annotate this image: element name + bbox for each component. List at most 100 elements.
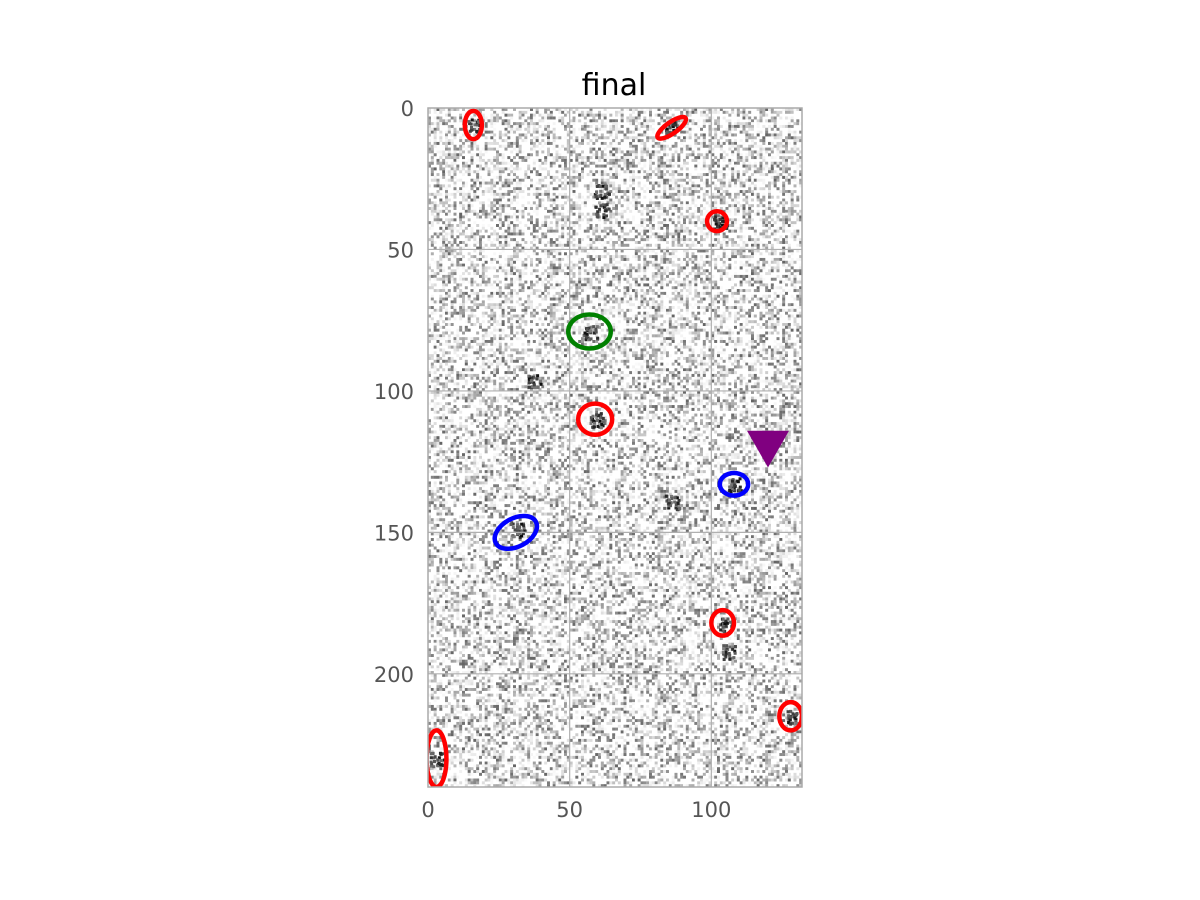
source-pixel-2	[516, 523, 520, 527]
source-pixel-0	[596, 424, 600, 428]
source-pixel-5	[793, 716, 797, 720]
source-pixel-14	[724, 655, 728, 659]
source-pixel-14	[722, 652, 726, 656]
source-pixel-0	[601, 420, 605, 424]
source-pixel-5	[794, 718, 798, 722]
source-pixel-11	[602, 216, 606, 220]
source-pixel-3	[728, 485, 732, 489]
source-pixel-11	[598, 207, 602, 211]
source-pixel-1	[594, 330, 598, 334]
source-pixel-2	[521, 532, 525, 536]
source-pixel-12	[677, 498, 681, 502]
source-pixel-2	[511, 535, 515, 539]
source-pixel-2	[511, 526, 515, 530]
source-pixel-4	[728, 620, 732, 624]
source-pixel-5	[794, 722, 798, 726]
red-ellipse-7	[709, 607, 737, 638]
red-ellipse-4	[575, 401, 615, 438]
source-pixel-12	[667, 504, 671, 508]
source-pixel-6	[432, 759, 436, 763]
source-pixel-10	[595, 190, 599, 195]
source-pixel-1	[586, 336, 590, 340]
source-pixel-12	[669, 504, 673, 508]
chart-title: final	[582, 68, 647, 103]
source-pixel-0	[592, 425, 596, 429]
source-pixel-4	[724, 624, 728, 628]
source-pixel-4	[719, 623, 723, 627]
source-pixel-2	[521, 522, 525, 526]
source-pixel-2	[520, 534, 524, 538]
green-ellipse-3	[566, 312, 613, 351]
plot-frame	[427, 107, 803, 788]
source-pixel-9	[668, 126, 672, 130]
source-pixel-5	[788, 718, 792, 722]
source-pixel-11	[596, 210, 600, 214]
source-pixel-3	[738, 477, 742, 481]
source-pixel-0	[593, 421, 597, 425]
source-pixel-2	[509, 522, 513, 526]
source-pixel-12	[674, 506, 678, 510]
source-pixel-1	[584, 338, 588, 342]
source-pixel-11	[596, 213, 600, 217]
source-pixel-1	[590, 325, 594, 329]
source-pixel-10	[601, 184, 605, 188]
source-pixel-13	[530, 376, 534, 380]
y-axis: 0 50 100 150 200	[374, 97, 414, 687]
source-pixel-14	[724, 653, 728, 657]
source-pixel-6	[438, 751, 442, 755]
source-pixel-2	[518, 536, 522, 540]
source-pixel-14	[733, 649, 737, 653]
source-pixel-0	[596, 414, 600, 418]
source-pixel-14	[722, 658, 726, 662]
source-pixel-14	[724, 646, 728, 650]
source-pixel-10	[603, 194, 607, 198]
source-pixel-11	[602, 213, 606, 217]
source-pixel-7	[716, 224, 720, 228]
red-ellipse-9	[428, 728, 449, 787]
source-pixel-4	[723, 629, 727, 633]
source-pixel-10	[593, 192, 597, 197]
source-pixel-4	[721, 629, 725, 633]
source-pixel-4	[721, 625, 725, 629]
source-pixel-1	[582, 333, 586, 337]
source-pixel-14	[724, 650, 728, 654]
source-pixel-14	[728, 657, 732, 661]
source-pixel-5	[794, 719, 798, 723]
source-pixel-11	[603, 203, 607, 207]
source-pixel-1	[592, 325, 596, 329]
source-pixel-11	[596, 215, 600, 219]
source-pixel-10	[598, 185, 602, 189]
source-pixel-0	[599, 412, 603, 416]
source-pixel-2	[518, 532, 522, 536]
grid	[428, 108, 802, 787]
source-pixel-11	[605, 214, 609, 218]
source-pixel-10	[595, 184, 599, 188]
y-tick-label: 100	[374, 380, 414, 404]
source-pixel-2	[518, 529, 522, 533]
source-pixel-13	[536, 374, 540, 378]
source-pixel-6	[429, 752, 433, 756]
source-pixel-4	[721, 617, 725, 621]
source-pixel-10	[605, 184, 609, 188]
source-pixel-11	[604, 209, 608, 213]
source-pixel-11	[604, 207, 608, 211]
source-pixel-6	[437, 762, 441, 766]
source-pixel-8	[473, 123, 477, 127]
source-pixel-2	[520, 522, 524, 526]
source-pixel-0	[599, 413, 603, 417]
source-pixel-13	[532, 383, 536, 387]
source-pixel-0	[599, 426, 603, 430]
source-pixel-8	[470, 118, 474, 122]
source-pixel-0	[591, 414, 595, 418]
source-pixel-11	[605, 203, 609, 207]
source-pixel-4	[724, 619, 728, 623]
source-pixel-2	[522, 526, 526, 530]
source-pixel-10	[594, 195, 598, 199]
source-pixel-12	[678, 506, 682, 511]
source-pixel-13	[538, 379, 543, 383]
source-pixel-9	[665, 130, 669, 134]
source-pixel-3	[739, 489, 743, 493]
source-pixel-2	[522, 528, 526, 532]
y-tick-label: 0	[401, 97, 414, 121]
